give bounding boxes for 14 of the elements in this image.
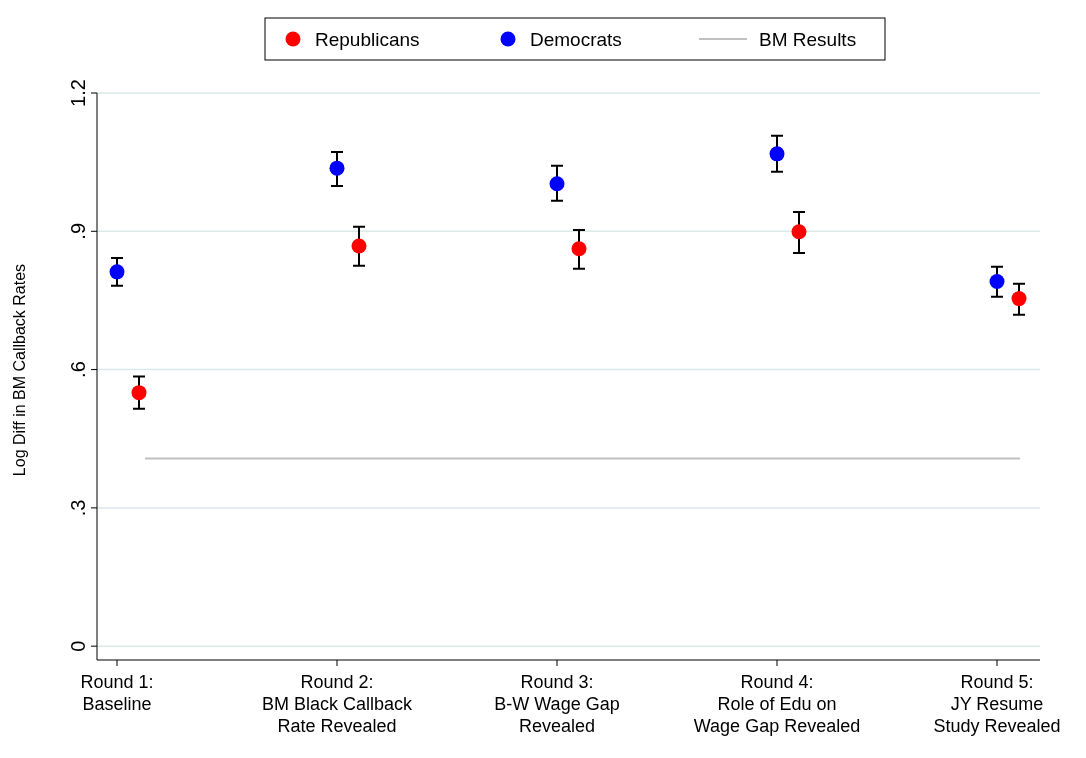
x-tick-label: Round 2: BM Black Callback Rate Revealed <box>261 672 414 736</box>
legend-label: Republicans <box>315 29 420 50</box>
x-tick-label: Round 4: Role of Edu on Wage Gap Revealed <box>693 672 861 736</box>
x-tick-label: Round 5: JY Resume Study Revealed <box>933 672 1061 736</box>
x-tick-label: Round 1: Baseline <box>80 672 154 714</box>
y-tick-label: .3 <box>67 499 89 517</box>
y-axis-title: Log Diff in BM Callback Rates <box>11 263 28 477</box>
y-tick-label: .9 <box>67 222 89 240</box>
y-tick-label: .6 <box>67 361 89 378</box>
legend-label: BM Results <box>759 29 857 50</box>
x-tick-label: Round 3: B-W Wage Gap Revealed <box>494 672 620 736</box>
y-tick-label: 0 <box>67 640 89 652</box>
legend-label: Democrats <box>530 29 622 50</box>
y-tick-label: 1.2 <box>67 79 89 107</box>
